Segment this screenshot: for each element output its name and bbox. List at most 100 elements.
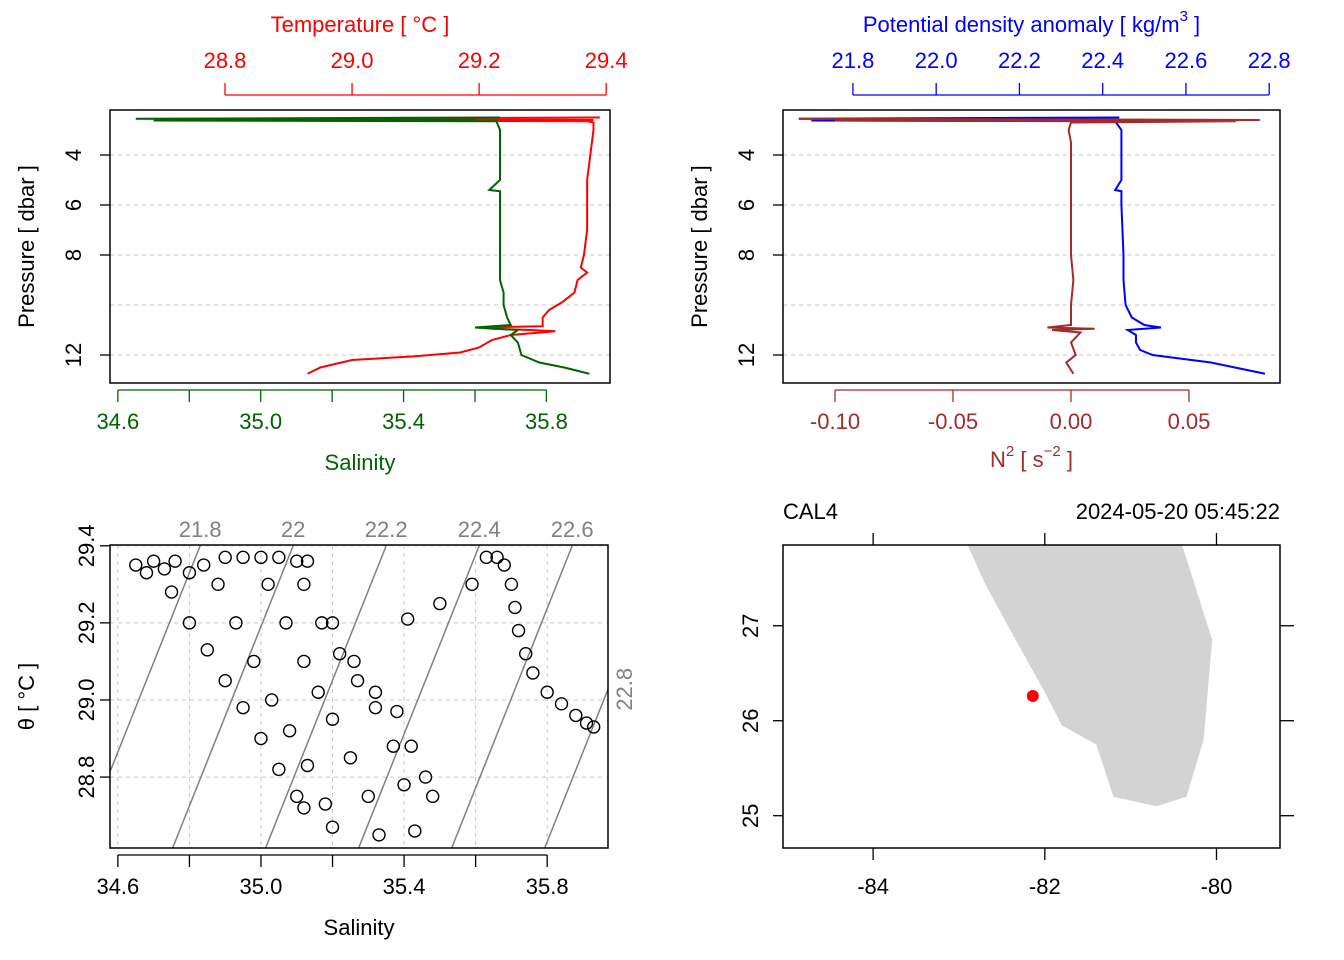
x-axis-label: Salinity (325, 450, 396, 475)
data-point (300, 554, 315, 568)
data-point (404, 739, 418, 753)
data-point (297, 654, 311, 669)
station (1026, 690, 1039, 703)
data-point (236, 550, 250, 565)
y-axis-label: θ [ °C ] (14, 663, 39, 730)
data-point (372, 828, 386, 842)
data-point (254, 550, 268, 565)
map-area (967, 545, 1213, 807)
data-point (504, 577, 519, 592)
isopycnal (264, 545, 387, 848)
x-tick-label: 34.6 (96, 409, 139, 434)
plot-box (782, 109, 1281, 384)
data-point (497, 558, 511, 572)
isopycnal (543, 687, 608, 848)
isopycnal (450, 545, 573, 848)
data-point (368, 700, 383, 715)
y-tick-label: 25 (738, 803, 763, 827)
isopycnal (110, 545, 201, 774)
data-point (272, 762, 286, 777)
x-tick-label: 35.8 (526, 874, 569, 899)
data-point (297, 577, 311, 592)
data-point (211, 577, 225, 592)
data-point (397, 778, 411, 792)
data-point (272, 550, 286, 565)
x2-tick-label: 29.0 (331, 48, 374, 73)
data-point (290, 789, 304, 804)
station-time: 2024-05-20 05:45:22 (1076, 499, 1280, 524)
station-name: CAL4 (783, 499, 838, 524)
chart-title: Temperature [ °C ] (271, 12, 450, 37)
chart-title-part: Potential density anomaly [ kg/m (863, 12, 1180, 37)
plot-box (109, 109, 611, 384)
data-point (182, 566, 197, 580)
plot-box (782, 544, 1281, 849)
data-point (586, 720, 601, 734)
profile-line (799, 117, 1260, 375)
chart-title: Potential density anomaly [ kg/m3 ] (863, 8, 1200, 36)
data-point (425, 789, 440, 804)
coastline (967, 545, 1213, 807)
x2-tick-label: 21.8 (832, 48, 875, 73)
y-tick-label: 12 (734, 343, 759, 367)
data-point (261, 577, 275, 592)
data-point (508, 600, 522, 615)
x-axis-label-part: ] (1061, 447, 1073, 472)
y-tick-label: 4 (61, 149, 86, 161)
data-point (390, 704, 404, 719)
data-point (325, 820, 340, 834)
x-tick-label: -0.10 (810, 409, 860, 434)
data-point (579, 716, 594, 730)
data-point (200, 643, 215, 657)
x-tick-label: 35.0 (240, 874, 283, 899)
isopycnal-label: 22.2 (365, 517, 408, 542)
x-tick-label: 0.00 (1050, 409, 1093, 434)
data-point (350, 673, 365, 688)
isopycnal-label: 22 (281, 517, 305, 542)
data-point (433, 596, 447, 611)
profile-line (798, 116, 1266, 375)
x-axis-label-part: N (990, 447, 1006, 472)
data-point (164, 585, 179, 599)
x-axis-label-part: 2 (1006, 443, 1014, 460)
data-point (332, 647, 347, 661)
x2-tick-label: 22.0 (915, 48, 958, 73)
plot-area (110, 545, 608, 848)
data-point (526, 666, 540, 680)
data-point (168, 554, 182, 568)
y-tick-label: 27 (738, 613, 763, 637)
data-point (282, 724, 297, 738)
data-point (479, 550, 494, 565)
y-axis-label: Pressure [ dbar ] (687, 165, 712, 328)
data-point (465, 577, 479, 592)
data-point (236, 700, 250, 715)
y-tick-label: 8 (734, 249, 759, 261)
data-point (247, 654, 261, 669)
isopycnal (171, 545, 294, 848)
x-tick-label: 35.4 (382, 409, 425, 434)
x2-tick-label: 22.6 (1165, 48, 1208, 73)
chart-title-part: 3 (1180, 8, 1188, 25)
data-point (279, 616, 293, 630)
data-point (554, 697, 569, 711)
data-point (297, 801, 311, 815)
x-tick-label: 0.05 (1168, 409, 1211, 434)
data-point (569, 708, 583, 723)
data-point (540, 685, 554, 699)
isopycnal (357, 545, 480, 848)
x-tick-label: -0.05 (928, 409, 978, 434)
data-point (325, 712, 340, 726)
data-point (519, 647, 533, 661)
y-tick-label: 8 (61, 249, 86, 261)
y-axis-label: Pressure [ dbar ] (14, 165, 39, 328)
data-point (418, 770, 433, 784)
x2-tick-label: 28.8 (204, 48, 247, 73)
profile-line (135, 116, 590, 375)
data-point (386, 739, 401, 753)
x-tick-label: 35.8 (525, 409, 568, 434)
data-point (347, 654, 361, 669)
x-axis-label-part: [ s (1014, 447, 1043, 472)
data-point (511, 623, 526, 638)
data-point (325, 616, 340, 630)
data-point (218, 673, 232, 688)
